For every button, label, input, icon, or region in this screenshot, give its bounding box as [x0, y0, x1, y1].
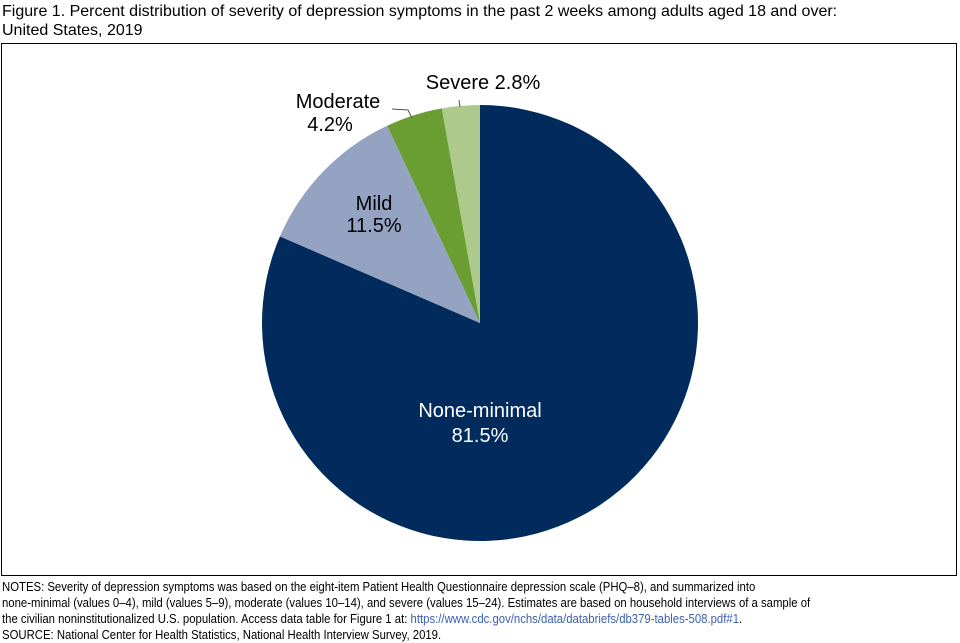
title-line-1: Figure 1. Percent distribution of severi…: [2, 3, 838, 20]
slice-severe: [441, 105, 480, 323]
moderate-value: 4.2%: [307, 114, 353, 136]
none-minimal-label: None-minimal: [418, 400, 541, 422]
mild-value: 11.5%: [346, 215, 401, 237]
chart-title: Figure 1. Percent distribution of severi…: [2, 2, 952, 40]
slice-mild: [279, 125, 480, 323]
moderate-label: Moderate: [296, 91, 381, 113]
source-line: SOURCE: National Center for Health Stati…: [2, 627, 442, 642]
notes-line-1: NOTES: Severity of depression symptoms w…: [2, 579, 756, 594]
mild-label: Mild: [356, 193, 393, 215]
data-table-link[interactable]: https://www.cdc.gov/nchs/data/databriefs…: [410, 611, 740, 626]
title-line-2: United States, 2019: [2, 22, 143, 39]
notes-line-3-end: .: [739, 611, 743, 626]
moderate-leader-line: [391, 108, 413, 119]
chart-frame: [1, 43, 957, 576]
none-minimal-value: 81.5%: [452, 425, 509, 447]
severe-label: Severe 2.8%: [426, 72, 541, 94]
severe-label-text: Severe: [426, 72, 489, 94]
notes: NOTES: Severity of depression symptoms w…: [2, 579, 942, 643]
severe-value: 2.8%: [495, 72, 541, 94]
notes-line-2: none-minimal (values 0–4), mild (values …: [2, 595, 811, 610]
notes-line-3-text: the civilian noninstitutionalized U.S. p…: [2, 611, 411, 626]
notes-line-3: the civilian noninstitutionalized U.S. p…: [2, 611, 810, 627]
slice-moderate: [387, 108, 480, 323]
severe-leader-line: [458, 99, 461, 108]
